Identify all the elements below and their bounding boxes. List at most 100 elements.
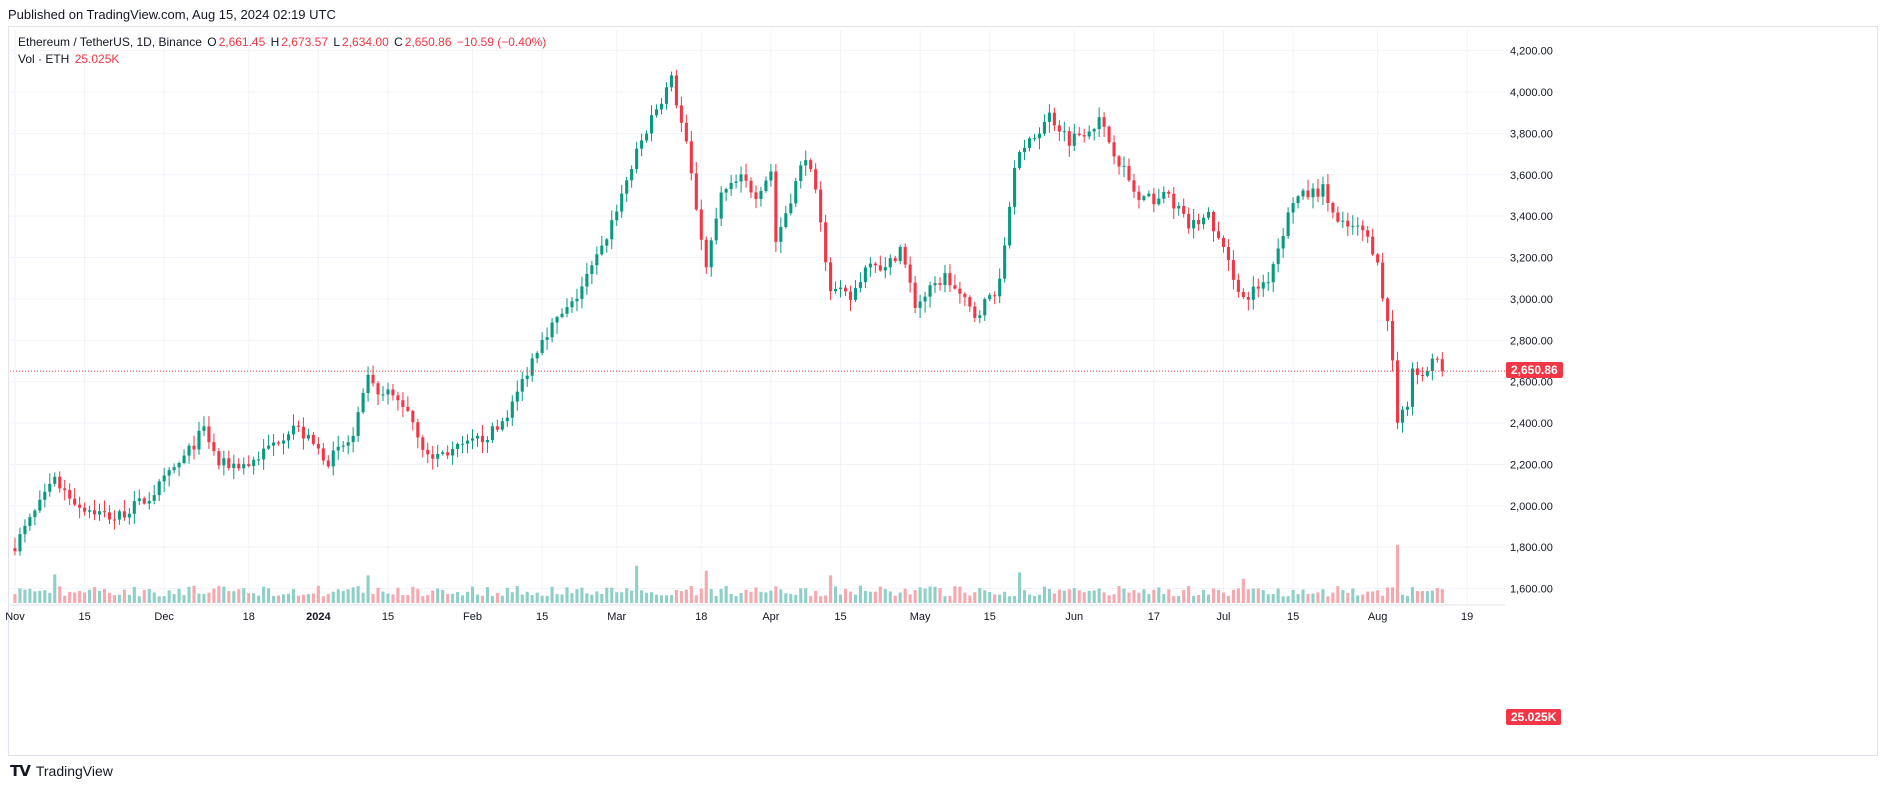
candle-body xyxy=(1366,230,1370,237)
volume-bar xyxy=(1316,592,1320,603)
candle-body xyxy=(918,301,922,308)
candle-body xyxy=(1087,131,1091,137)
volume-bar xyxy=(769,590,773,603)
volume-bar xyxy=(734,596,738,603)
volume-bar xyxy=(291,589,296,603)
volume-bar xyxy=(689,586,693,603)
candle-body xyxy=(495,426,499,430)
volume-bar xyxy=(759,591,763,603)
volume-bar xyxy=(456,592,460,603)
volume-row: Vol · ETH 25.025K xyxy=(18,51,548,68)
volume-bar xyxy=(192,585,196,603)
candle-body xyxy=(779,226,783,242)
volume-bar xyxy=(973,592,977,603)
chart-legend: Ethereum / TetherUS, 1D, Binance O 2,661.… xyxy=(18,34,548,68)
candle-body xyxy=(401,400,405,407)
candle-body xyxy=(1400,409,1405,423)
candle-body xyxy=(257,459,261,461)
candle-body xyxy=(1192,219,1196,229)
candle-body xyxy=(530,358,534,376)
volume-bar xyxy=(1420,591,1424,603)
volume-bar xyxy=(515,586,519,603)
candle-body xyxy=(485,440,489,443)
volume-bar xyxy=(878,586,882,603)
candle-body xyxy=(117,511,121,520)
y-tick-label: 1,800.00 xyxy=(1510,542,1553,554)
candle-body xyxy=(1082,135,1086,137)
candle-body xyxy=(1187,213,1191,229)
volume-bar xyxy=(431,590,435,603)
low-label: L xyxy=(333,35,341,49)
volume-bar xyxy=(1366,591,1370,603)
volume-bar xyxy=(1306,593,1310,603)
volume-bar xyxy=(470,586,475,603)
volume-bar xyxy=(1137,592,1141,603)
volume-bar xyxy=(157,596,161,603)
candle-body xyxy=(475,435,480,439)
volume-bar xyxy=(361,592,365,603)
candle-body xyxy=(326,460,330,467)
candle-body xyxy=(1177,205,1181,209)
candle-body xyxy=(988,295,992,300)
volume-bar xyxy=(1381,595,1385,603)
candle-body xyxy=(535,352,539,359)
volume-bar xyxy=(257,595,261,603)
candle-body xyxy=(416,422,420,438)
candle-body xyxy=(590,265,594,274)
volume-bar xyxy=(137,596,141,603)
volume-bar xyxy=(346,589,350,603)
candle-body xyxy=(615,211,619,221)
x-tick-label: Jun xyxy=(1065,611,1083,623)
candle-body xyxy=(177,463,181,468)
volume-bar xyxy=(1112,594,1116,603)
volume-bar xyxy=(1047,588,1051,603)
symbol-label[interactable]: Ethereum / TetherUS, 1D, Binance xyxy=(18,35,202,49)
x-tick-label: Apr xyxy=(762,611,779,623)
volume-bar xyxy=(560,594,564,603)
candle-body xyxy=(1271,264,1275,283)
candle-body xyxy=(993,295,997,297)
volume-bar xyxy=(232,591,236,603)
candle-body xyxy=(1152,193,1156,205)
candle-body xyxy=(595,254,599,266)
volume-bar xyxy=(654,594,659,603)
footer-brand[interactable]: 𝗧𝗩 TradingView xyxy=(10,762,113,780)
candle-body xyxy=(112,519,116,521)
candle-body xyxy=(1391,320,1395,361)
volume-bar xyxy=(475,594,480,603)
candlestick-chart[interactable]: 4,200.00 4,000.00 3,800.00 3,600.00 3,400.00… xyxy=(0,0,1883,760)
candle-body xyxy=(654,109,659,116)
candle-body xyxy=(207,426,211,443)
volume-bar xyxy=(664,595,669,603)
candle-body xyxy=(764,180,768,191)
candle-body xyxy=(341,445,345,447)
candle-body xyxy=(1102,117,1106,127)
volume-bar xyxy=(446,593,450,603)
volume-bar xyxy=(838,594,843,603)
candle-body xyxy=(53,476,57,484)
candle-body xyxy=(704,239,708,268)
candle-body xyxy=(217,451,221,466)
volume-bar xyxy=(78,590,82,603)
candle-body xyxy=(963,293,967,298)
published-label: Published on TradingView.com, Aug 15, 20… xyxy=(8,7,336,22)
volume-bar xyxy=(1027,594,1032,603)
candle-body xyxy=(1117,156,1121,167)
volume-bar xyxy=(217,585,221,603)
volume-bar xyxy=(451,593,455,603)
volume-label[interactable]: Vol · ETH xyxy=(18,52,70,66)
candle-body xyxy=(1420,374,1424,376)
volume-bar xyxy=(505,587,509,603)
candle-body xyxy=(1072,133,1076,146)
candle-body xyxy=(296,425,300,427)
low-value: 2,634.00 xyxy=(342,35,389,49)
volume-bar xyxy=(1326,596,1330,603)
candle-body xyxy=(1092,129,1096,132)
candle-body xyxy=(386,389,390,395)
candle-body xyxy=(197,430,201,450)
candle-body xyxy=(157,481,161,496)
candle-body xyxy=(575,298,579,302)
candle-body xyxy=(490,426,494,441)
candle-body xyxy=(1122,165,1126,167)
volume-bar xyxy=(97,590,102,603)
